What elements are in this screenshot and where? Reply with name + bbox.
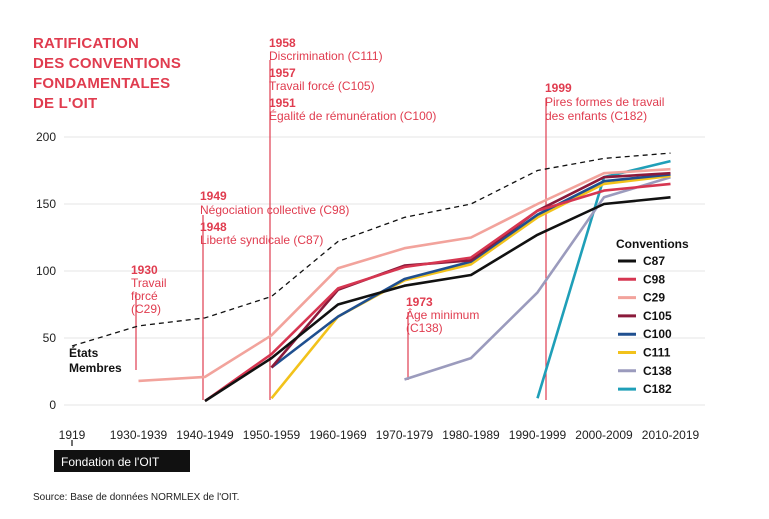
founding-badge-bg — [54, 450, 190, 472]
annotation-1990s: 1999 Pires formes de travail des enfants… — [545, 81, 664, 123]
annotation-text: Âge minimum — [406, 307, 479, 322]
series-line-c29 — [138, 167, 671, 383]
title-line-4: DE L'OIT — [33, 95, 97, 112]
annotation-text: Négociation collective (C98) — [200, 203, 349, 217]
chart-title: RATIFICATION DES CONVENTIONS FONDAMENTAL… — [33, 35, 181, 112]
y-tick-label: 50 — [43, 331, 57, 345]
annotation-text: Liberté syndicale (C87) — [200, 233, 323, 247]
founding-label: Fondation de l'OIT — [61, 455, 160, 469]
annotation-leaders — [135, 60, 547, 400]
legend-label-c87: C87 — [643, 254, 665, 268]
x-tick-label: 1950-1959 — [243, 428, 301, 442]
legend-label-c98: C98 — [643, 272, 665, 286]
legend-label-c182: C182 — [643, 382, 672, 396]
annotation-year: 1948 — [200, 220, 227, 234]
x-tick-label: 1960-1969 — [309, 428, 367, 442]
annotation-text: Travail — [131, 276, 167, 290]
annotation-1950s: 1958 Discrimination (C111) 1957 Travail … — [269, 36, 436, 123]
annotation-text: (C29) — [131, 302, 161, 316]
annotation-text: des enfants (C182) — [545, 109, 647, 123]
series-lines — [138, 159, 671, 403]
title-line-3: FONDAMENTALES — [33, 75, 170, 92]
annotation-text: Travail forcé (C105) — [269, 79, 375, 93]
annotation-text: forcé — [131, 289, 158, 303]
annotation-text: Égalité de rémunération (C100) — [269, 108, 436, 123]
legend-label-c100: C100 — [643, 327, 672, 341]
legend: Conventions C87 C98 C29 C105 C100 C111 C138 C18… — [616, 237, 689, 396]
x-tick-label: 1970-1979 — [376, 428, 434, 442]
x-tick-label: 1930-1939 — [110, 428, 168, 442]
annotation-year: 1949 — [200, 189, 227, 203]
x-tick-label: 1919 — [59, 428, 86, 442]
member-states-label-line-2: Membres — [69, 361, 122, 375]
series-line-c87 — [204, 196, 671, 403]
y-tick-label: 200 — [36, 130, 56, 144]
x-tick-label: 1980-1989 — [442, 428, 500, 442]
y-tick-label: 100 — [36, 264, 56, 278]
member-states-line — [71, 152, 671, 347]
annotation-text: Discrimination (C111) — [269, 49, 383, 63]
legend-label-c105: C105 — [643, 309, 672, 323]
legend-label-c138: C138 — [643, 364, 672, 378]
annotation-year: 1957 — [269, 66, 296, 80]
x-tick-label: 2010-2019 — [642, 428, 700, 442]
legend-title: Conventions — [616, 237, 689, 251]
legend-label-c29: C29 — [643, 291, 665, 305]
y-axis-ticks: 0 50 100 150 200 — [36, 130, 56, 412]
legend-label-c111: C111 — [643, 346, 671, 360]
annotation-year: 1958 — [269, 36, 296, 50]
member-states-label-line-1: États — [69, 345, 99, 360]
x-tick-label: 2000-2009 — [575, 428, 633, 442]
founding-badge: Fondation de l'OIT — [54, 440, 190, 472]
title-line-1: RATIFICATION — [33, 35, 139, 52]
annotation-1970s: 1973 Âge minimum (C138) — [406, 295, 479, 335]
series-line-c138 — [404, 175, 671, 381]
member-states-label: États Membres — [69, 345, 122, 375]
annotation-year: 1999 — [545, 81, 572, 95]
annotation-text: (C138) — [406, 321, 443, 335]
y-tick-label: 0 — [49, 398, 56, 412]
x-tick-label: 1990-1999 — [509, 428, 567, 442]
annotation-1930s: 1930 Travail forcé (C29) — [131, 263, 167, 316]
title-line-2: DES CONVENTIONS — [33, 55, 181, 72]
source-note: Source: Base de données NORMLEX de l'OIT… — [33, 492, 239, 503]
x-axis-ticks: 1919 1930-1939 1940-1949 1950-1959 1960-1969… — [59, 428, 700, 442]
series-line-c98 — [204, 182, 671, 403]
annotation-year: 1973 — [406, 295, 433, 309]
x-tick-label: 1940-1949 — [176, 428, 234, 442]
annotation-1940s: 1949 Négociation collective (C98) 1948 L… — [200, 189, 349, 247]
annotation-year: 1930 — [131, 263, 158, 277]
annotation-text: Pires formes de travail — [545, 95, 664, 109]
annotation-year: 1951 — [269, 96, 296, 110]
y-tick-label: 150 — [36, 197, 56, 211]
